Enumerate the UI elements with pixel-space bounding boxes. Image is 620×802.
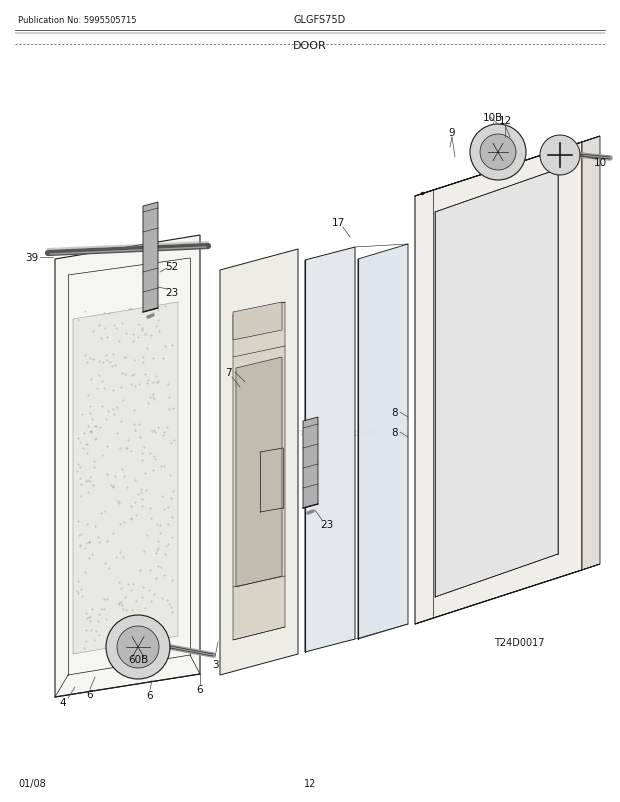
Text: 23: 23 [166, 288, 179, 298]
Polygon shape [143, 203, 158, 313]
Polygon shape [55, 236, 200, 697]
Polygon shape [435, 170, 558, 597]
Text: GLGFS75D: GLGFS75D [294, 15, 346, 25]
Polygon shape [358, 245, 408, 639]
Circle shape [540, 136, 580, 176]
Polygon shape [415, 143, 582, 624]
Polygon shape [305, 248, 355, 652]
Polygon shape [233, 302, 285, 640]
Polygon shape [236, 358, 282, 587]
Text: DOOR: DOOR [293, 41, 327, 51]
Circle shape [480, 135, 516, 171]
Text: 60B: 60B [128, 654, 148, 664]
Text: 8: 8 [392, 427, 398, 437]
Polygon shape [220, 249, 298, 675]
Text: 6: 6 [197, 684, 203, 695]
Text: 7: 7 [224, 367, 231, 378]
Circle shape [106, 615, 170, 679]
Text: 39: 39 [25, 253, 38, 263]
Text: Publication No: 5995505715: Publication No: 5995505715 [18, 16, 136, 25]
Text: 23: 23 [321, 520, 334, 529]
Text: 17: 17 [331, 217, 345, 228]
Circle shape [117, 626, 159, 668]
Text: 10B: 10B [483, 113, 503, 123]
Text: 4: 4 [60, 697, 66, 707]
Polygon shape [415, 565, 600, 624]
Text: 9: 9 [449, 128, 455, 138]
Circle shape [470, 125, 526, 180]
Polygon shape [303, 418, 318, 508]
Text: 8: 8 [392, 407, 398, 418]
Text: 3: 3 [211, 659, 218, 669]
Text: eReplacementParts.com: eReplacementParts.com [242, 427, 378, 437]
Text: 12: 12 [304, 778, 316, 788]
Text: T24D0017: T24D0017 [495, 638, 545, 647]
Text: 6: 6 [147, 691, 153, 700]
Polygon shape [233, 302, 282, 341]
Polygon shape [415, 137, 600, 196]
Polygon shape [73, 302, 178, 654]
Text: 52: 52 [166, 261, 179, 272]
Polygon shape [582, 137, 600, 570]
Text: 10: 10 [593, 158, 606, 168]
Text: 01/08: 01/08 [18, 778, 46, 788]
Text: 6: 6 [87, 689, 94, 699]
Text: 12: 12 [498, 115, 511, 126]
